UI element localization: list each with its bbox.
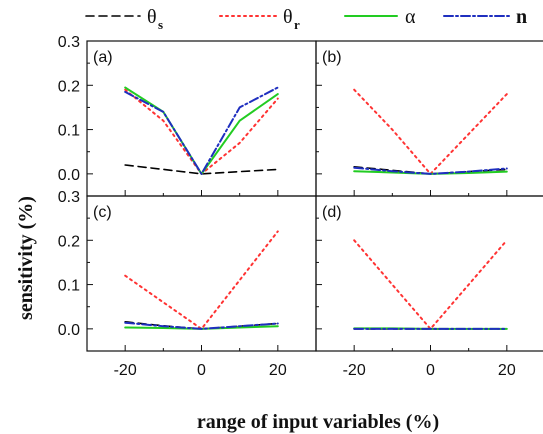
legend-subscript: s	[158, 17, 163, 32]
legend-label: θ	[283, 6, 293, 28]
x-axis-label: range of input variables (%)	[197, 411, 439, 433]
legend-subscript: r	[294, 17, 300, 32]
y-tick-label: 0.2	[58, 78, 80, 95]
series-n	[353, 166, 508, 175]
legend-item-alpha: α	[344, 6, 416, 28]
y-tick-label: 0.3	[58, 34, 80, 51]
x-tick-label: 0	[426, 362, 435, 379]
y-tick-label: 0.1	[58, 278, 80, 295]
legend-label: α	[405, 6, 416, 28]
legend-label: n	[516, 6, 527, 28]
x-tick-label: -20	[343, 362, 366, 379]
series-theta-r	[124, 230, 279, 330]
panel-frame	[315, 40, 543, 197]
legend-item-n: n	[443, 6, 527, 28]
y-tick-label: 0.0	[58, 322, 80, 339]
series-theta-r	[353, 88, 508, 175]
panel-d: (d)	[315, 195, 543, 352]
y-tick-label: 0.2	[58, 233, 80, 250]
panel-frame	[86, 195, 317, 352]
panel-b: (b)	[315, 40, 543, 197]
panel-label: (d)	[322, 204, 342, 221]
x-tick-label: 20	[498, 362, 516, 379]
axis-text: sensitivity (%) range of input variables…	[15, 34, 516, 433]
panel-c: (c)	[86, 195, 317, 352]
y-tick-label: 0.1	[58, 123, 80, 140]
series-theta-r	[353, 239, 508, 330]
panel-label: (a)	[93, 49, 113, 66]
panel-label: (c)	[93, 204, 112, 221]
y-tick-label: 0.3	[58, 189, 80, 206]
x-tick-label: -20	[114, 362, 137, 379]
series-n	[124, 321, 279, 330]
panel-label: (b)	[322, 49, 342, 66]
series-n	[124, 86, 279, 175]
panel-a: (a)	[86, 40, 317, 197]
x-tick-label: 0	[197, 362, 206, 379]
y-axis-label: sensitivity (%)	[15, 196, 37, 320]
legend-label: θ	[147, 6, 157, 28]
series-theta-s	[124, 164, 279, 175]
panels: (a) (b) (c) (d)	[86, 40, 543, 352]
y-tick-label: 0.0	[58, 167, 80, 184]
x-tick-label: 20	[269, 362, 287, 379]
